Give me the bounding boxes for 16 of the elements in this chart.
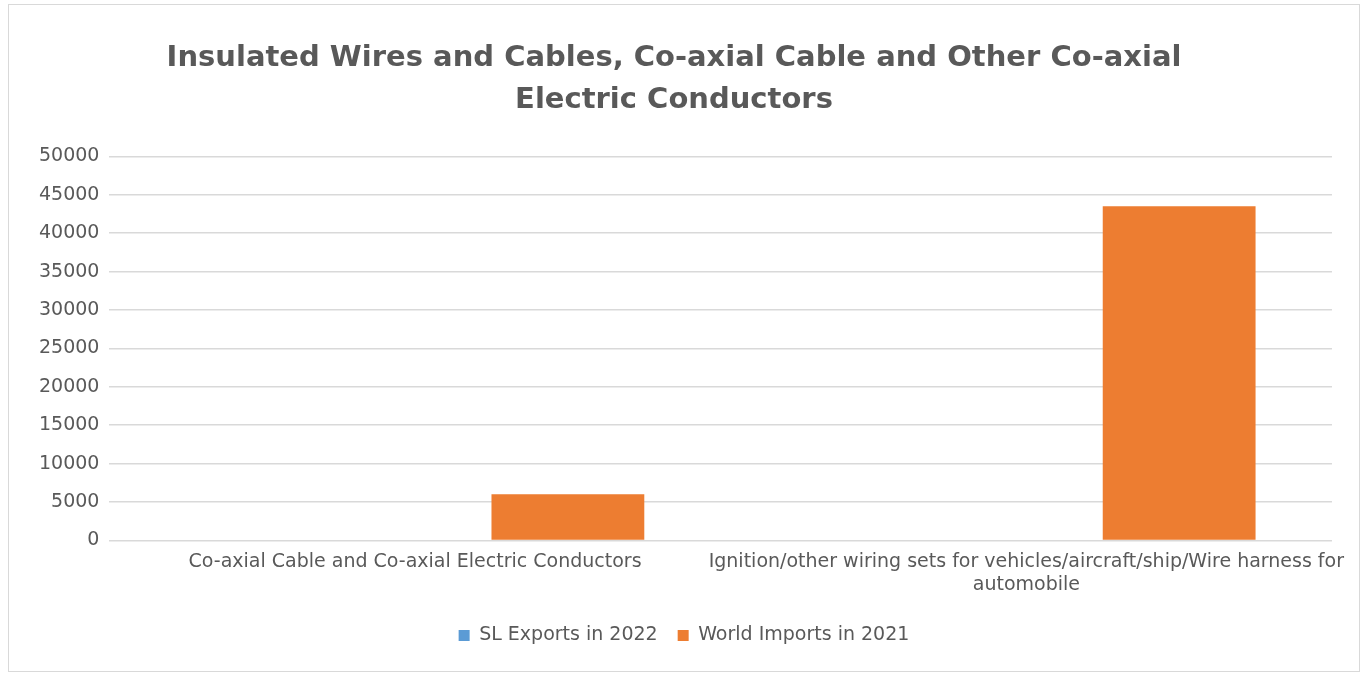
legend-label: SL Exports in 2022 xyxy=(479,622,658,645)
y-tick-label: 25000 xyxy=(38,335,100,358)
x-tick-label: Co-axial Cable and Co-axial Electric Conductors xyxy=(188,548,642,571)
y-tick-label: 20000 xyxy=(38,373,100,396)
y-tick-label: 0 xyxy=(87,527,100,550)
chart-title: Insulated Wires and Cables, Co-axial Cable and Other Co-axial Electric Conductors xyxy=(165,38,1183,117)
y-tick-label: 10000 xyxy=(38,450,100,473)
y-tick-label: 35000 xyxy=(38,258,100,281)
y-tick-label: 15000 xyxy=(38,412,100,435)
y-tick-label: 30000 xyxy=(38,296,100,319)
y-tick-label: 5000 xyxy=(51,488,100,511)
y-tick-label: 50000 xyxy=(38,143,100,166)
x-tick-label: Ignition/other wiring sets for vehicles/aircraft/ship/Wire harness for automobile xyxy=(708,548,1345,594)
y-tick-label: 45000 xyxy=(38,181,100,204)
y-tick-label: 40000 xyxy=(38,220,100,243)
legend-label: World Imports in 2021 xyxy=(698,622,910,645)
